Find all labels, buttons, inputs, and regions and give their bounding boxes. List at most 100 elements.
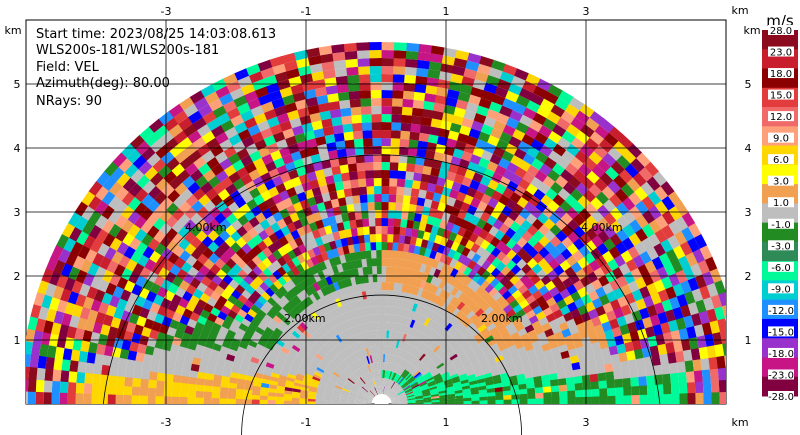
field-cell [634,276,647,290]
field-cell [328,190,338,201]
field-cell [718,291,726,307]
field-cell [491,330,502,339]
field-cell [383,362,386,371]
field-cell [88,342,98,355]
field-cell [222,100,237,113]
field-cell [431,370,440,377]
field-cell [350,187,360,197]
field-cell [407,402,416,404]
field-cell [483,186,496,198]
field-cell [43,380,53,394]
field-cell [334,386,343,392]
field-cell [190,363,200,373]
field-cell [363,154,374,163]
field-cell [223,164,237,178]
field-cell [225,258,237,270]
field-cell [378,370,380,379]
field-cell [398,367,404,376]
field-cell [333,345,341,354]
field-cell [246,370,256,378]
field-cell [461,357,470,365]
field-cell [626,177,641,192]
field-cell [406,344,413,353]
field-cell [212,105,227,119]
field-cell [327,215,337,226]
field-cell [512,303,523,314]
field-cell [371,306,376,315]
field-cell [350,353,357,362]
field-cell [676,293,688,307]
field-cell [355,401,364,403]
field-cell [168,124,183,139]
field-cell [321,192,331,203]
field-cell [328,378,337,384]
field-cell [304,373,313,379]
field-cell [381,298,386,307]
field-cell [427,350,435,359]
field-cell [417,351,424,360]
field-cell [445,386,454,391]
field-cell [360,376,367,384]
field-cell [470,390,480,395]
field-cell [322,314,330,323]
field-cell [97,279,110,293]
field-cell [462,256,472,267]
field-cell [308,112,322,123]
field-cell [259,281,270,292]
field-cell [339,399,348,402]
field-cell [155,388,165,397]
field-cell [385,290,390,299]
field-cell [267,392,277,397]
field-cell [526,164,540,177]
field-cell [356,369,363,377]
field-cell [359,377,366,385]
field-cell [462,330,472,339]
field-cell [253,299,264,310]
field-cell [684,290,696,305]
field-cell [188,383,197,392]
field-cell [375,242,382,251]
field-cell [312,161,324,172]
field-cell [476,63,491,75]
field-cell [358,359,364,367]
field-cell [375,234,382,243]
field-cell [405,163,416,173]
field-cell [164,308,176,320]
field-cell [462,344,472,353]
field-cell [314,219,325,230]
field-cell [488,287,499,297]
field-cell [336,222,345,232]
field-cell [168,176,183,191]
field-cell [360,114,372,123]
field-cell [255,326,265,336]
field-cell [396,170,407,180]
field-cell [52,285,64,301]
field-cell [355,42,370,51]
field-cell [356,380,363,387]
field-cell [399,368,406,376]
field-cell [508,135,522,148]
field-cell [431,399,440,403]
field-cell [357,74,371,83]
field-cell [384,386,387,395]
field-cell [302,330,312,339]
field-cell [609,233,622,247]
field-cell [374,354,378,363]
field-cell [390,363,395,372]
field-cell [120,219,134,234]
field-cell [356,259,363,269]
field-cell [363,365,368,374]
field-cell [71,304,83,319]
field-cell [505,116,520,129]
field-cell [627,245,640,259]
field-cell [90,276,103,290]
field-cell [706,344,717,359]
field-cell [122,177,137,193]
field-cell [551,397,560,404]
field-cell [310,256,319,266]
field-cell [305,96,318,108]
field-cell [599,118,615,133]
field-cell [349,391,358,396]
field-cell [396,389,404,395]
field-cell [303,189,315,200]
